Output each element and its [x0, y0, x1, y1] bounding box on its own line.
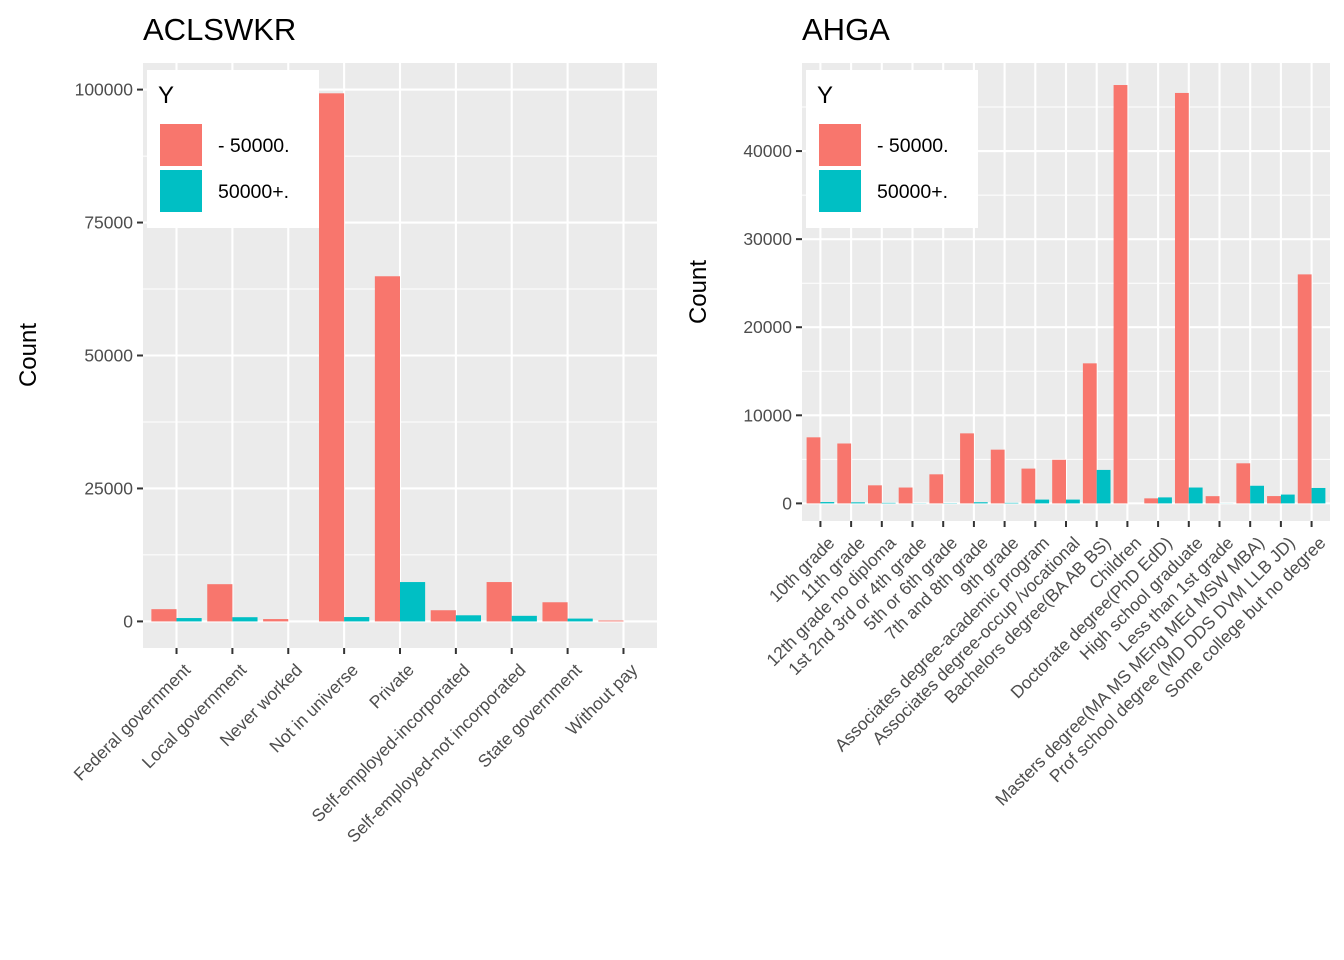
legend: Y - 50000. 50000+. [806, 70, 978, 228]
legend-key-0 [819, 124, 861, 166]
bar-below-50000-3 [318, 93, 345, 622]
bar-below-50000-0 [151, 609, 177, 622]
legend-label-0: - 50000. [218, 135, 290, 157]
bar-above-50000-2 [881, 502, 896, 504]
bar-above-50000-5 [455, 615, 482, 622]
y-tick-label: 25000 [84, 478, 133, 498]
bar-below-50000-4 [374, 276, 400, 622]
bar-below-50000-0 [806, 437, 821, 504]
bar-above-50000-4 [400, 582, 426, 622]
bar-below-50000-1 [837, 443, 852, 504]
bar-above-50000-12 [1188, 487, 1203, 504]
bar-above-50000-0 [176, 618, 202, 622]
y-tick-label: 40000 [743, 141, 792, 161]
bar-below-50000-7 [542, 602, 568, 622]
bar-below-50000-5 [960, 433, 974, 504]
y-tick-label: 0 [123, 611, 133, 631]
bar-above-50000-1 [232, 617, 258, 622]
bar-above-50000-0 [820, 502, 835, 504]
bar-below-50000-13 [1205, 496, 1220, 504]
bar-above-50000-7 [1035, 499, 1050, 504]
bar-above-50000-3 [344, 617, 370, 622]
y-tick-label: 10000 [743, 405, 792, 425]
y-tick-label: 0 [782, 493, 792, 513]
bar-above-50000-14 [1250, 485, 1264, 504]
bar-below-50000-6 [486, 582, 512, 622]
bar-above-50000-6 [511, 615, 537, 622]
legend: Y - 50000. 50000+. [147, 70, 319, 228]
legend-key-1 [160, 170, 202, 212]
x-tick-label: Private [365, 660, 418, 713]
bar-above-50000-6 [1004, 502, 1019, 504]
bar-below-50000-7 [1021, 468, 1036, 504]
bar-below-50000-8 [1052, 459, 1066, 504]
x-tick-label: State government [474, 660, 586, 772]
legend-label-0: - 50000. [877, 135, 949, 157]
bar-below-50000-4 [929, 474, 944, 504]
legend-label-1: 50000+. [877, 181, 948, 203]
bar-below-50000-1 [207, 584, 233, 622]
bar-below-50000-5 [430, 610, 456, 622]
bar-below-50000-9 [1082, 363, 1097, 504]
y-tick-label: 30000 [743, 229, 792, 249]
bar-above-50000-16 [1311, 487, 1326, 504]
bar-below-50000-11 [1144, 498, 1159, 504]
bar-above-50000-8 [1066, 499, 1080, 504]
y-tick-label: 20000 [743, 317, 792, 337]
legend-key-0 [160, 124, 202, 166]
y-tick-label: 100000 [75, 80, 134, 100]
bar-above-50000-5 [973, 502, 988, 504]
legend-title: Y [817, 82, 833, 109]
bar-below-50000-15 [1267, 496, 1281, 504]
x-tick-label: Local government [138, 660, 251, 773]
bar-below-50000-2 [868, 485, 882, 504]
y-axis-label: Count [15, 323, 42, 387]
bar-below-50000-16 [1297, 274, 1312, 504]
bar-below-50000-6 [990, 449, 1005, 504]
y-tick-label: 75000 [84, 213, 133, 233]
legend-key-1 [819, 170, 861, 212]
chart-title: AHGA [802, 12, 890, 47]
bar-above-50000-11 [1158, 497, 1172, 504]
bar-below-50000-10 [1113, 85, 1128, 504]
bar-above-50000-1 [851, 502, 865, 504]
y-axis-label: Count [685, 260, 712, 324]
y-tick-label: 50000 [84, 346, 133, 366]
bar-below-50000-12 [1174, 92, 1189, 504]
bar-above-50000-9 [1096, 469, 1111, 504]
bar-below-50000-3 [898, 487, 913, 504]
bar-above-50000-15 [1280, 494, 1295, 504]
bar-below-50000-2 [263, 619, 289, 622]
chart-title: ACLSWKR [143, 12, 296, 47]
bar-above-50000-7 [567, 618, 593, 622]
bar-below-50000-8 [598, 620, 624, 622]
legend-label-1: 50000+. [218, 181, 289, 203]
bar-below-50000-14 [1236, 463, 1251, 504]
legend-title: Y [158, 82, 174, 109]
